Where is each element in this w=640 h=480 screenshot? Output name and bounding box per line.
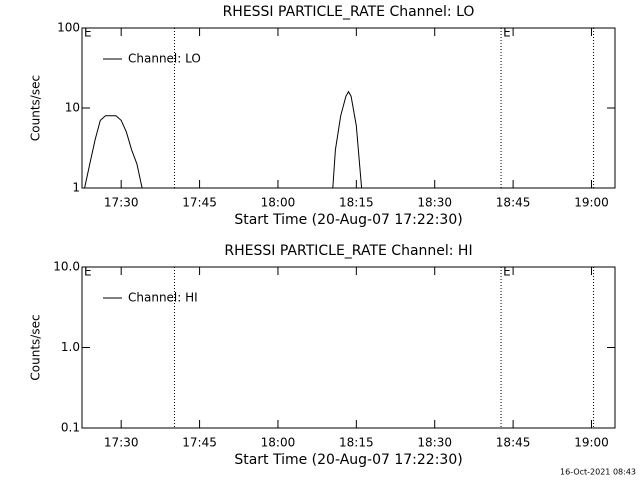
annotation: E: [503, 26, 511, 40]
y-axis-label: Counts/sec: [29, 314, 43, 380]
x-tick-label: 18:45: [496, 196, 531, 210]
x-tick-label: 19:00: [574, 196, 609, 210]
x-axis-label: Start Time (20-Aug-07 17:22:30): [234, 212, 462, 228]
legend-label: Channel: HI: [128, 291, 198, 305]
legend-label: Channel: LO: [128, 52, 201, 66]
footer: 16-Oct-2021 08:43: [560, 468, 636, 477]
x-tick-label: 18:00: [261, 436, 296, 450]
data-line: [84, 90, 363, 189]
x-tick-label: 17:30: [104, 436, 139, 450]
x-tick-label: 18:15: [339, 196, 374, 210]
x-tick-label: 17:45: [182, 196, 217, 210]
x-tick-label: 19:00: [574, 436, 609, 450]
annotation: E: [503, 265, 511, 279]
y-tick-label: 10.0: [53, 260, 80, 274]
annotation: E: [84, 26, 92, 40]
y-tick-label: 1: [72, 181, 80, 195]
x-tick-label: 17:30: [104, 196, 139, 210]
x-tick-label: 18:45: [496, 436, 531, 450]
x-tick-label: 18:15: [339, 436, 374, 450]
y-axis-label: Counts/sec: [29, 75, 43, 141]
x-tick-label: 18:30: [417, 196, 452, 210]
y-tick-label: 1.0: [61, 340, 80, 354]
y-tick-label: 100: [57, 21, 80, 35]
chart-title: RHESSI PARTICLE_RATE Channel: HI: [224, 243, 472, 259]
y-tick-label: 10: [65, 101, 80, 115]
chart-title: RHESSI PARTICLE_RATE Channel: LO: [223, 4, 475, 20]
x-tick-label: 18:00: [261, 196, 296, 210]
annotation: E: [84, 265, 92, 279]
y-tick-label: 0.1: [61, 421, 80, 435]
x-tick-label: 18:30: [417, 436, 452, 450]
x-axis-label: Start Time (20-Aug-07 17:22:30): [234, 452, 462, 468]
x-tick-label: 17:45: [182, 436, 217, 450]
